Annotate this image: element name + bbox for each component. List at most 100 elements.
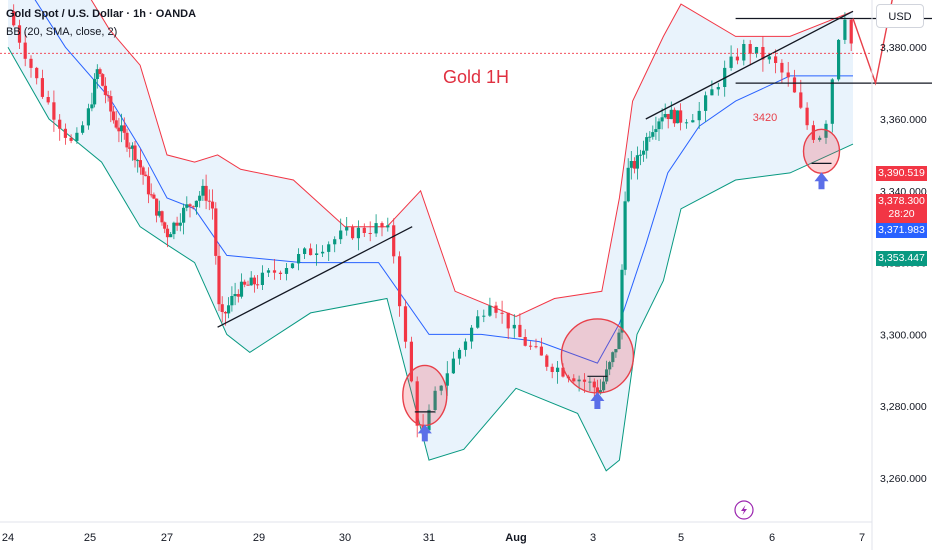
candle-body — [207, 200, 211, 202]
bb-basis-line — [34, 0, 853, 364]
up-arrow-icon — [814, 172, 829, 190]
candle-body — [470, 327, 474, 342]
bb-lower-price-badge: 3,353.447 — [876, 251, 927, 266]
candle-body — [86, 108, 90, 126]
price-tick-label: 3,300.000 — [880, 329, 927, 341]
candle-body — [98, 69, 102, 74]
currency-button[interactable]: USD — [876, 4, 924, 28]
candle-body — [144, 174, 148, 177]
candle-body — [182, 207, 186, 223]
candle-body — [657, 121, 661, 130]
candle-body — [29, 58, 33, 68]
candle-body — [386, 225, 390, 228]
candle-body — [220, 304, 224, 312]
candle-body — [742, 44, 746, 61]
candle-body — [272, 270, 277, 273]
candle-body — [210, 201, 215, 209]
candle-body — [811, 125, 815, 140]
candle-body — [632, 161, 636, 169]
highlight-circle — [802, 128, 841, 175]
candle-body — [512, 324, 516, 329]
candle-body — [598, 390, 603, 394]
candle-body — [761, 47, 765, 60]
candle-body — [654, 129, 658, 132]
candle-body — [327, 244, 331, 252]
bb-upper-line — [90, 0, 854, 318]
candle-body — [754, 47, 759, 54]
candle-body — [403, 306, 408, 342]
time-tick-label: 5 — [678, 532, 684, 544]
candle-body — [427, 409, 431, 431]
candle-body — [716, 87, 720, 90]
candle-body — [223, 312, 227, 314]
candle-body — [392, 225, 396, 257]
candle-body — [152, 194, 156, 199]
candle-body — [46, 97, 50, 103]
candle-body — [345, 227, 349, 231]
candle-body — [620, 269, 624, 333]
candle-body — [529, 345, 533, 347]
candle-body — [114, 120, 118, 128]
chart-title: Gold 1H — [443, 67, 509, 87]
candle-body — [260, 272, 264, 285]
forecast-path-red — [852, 0, 893, 86]
trendline — [217, 226, 413, 328]
symbol-title[interactable]: Gold Spot / U.S. Dollar · 1h · OANDA — [6, 8, 197, 20]
candle-body — [645, 137, 649, 151]
candle-body — [614, 349, 618, 353]
current-price-badge: 3,378.300 28:20 — [876, 194, 927, 224]
candle-body — [339, 230, 343, 240]
current-price-value: 3,378.300 — [878, 195, 925, 207]
candle-body — [303, 248, 307, 254]
candle-body — [204, 185, 208, 201]
candle-body — [780, 62, 784, 73]
candle-body — [774, 56, 778, 63]
candle-body — [230, 296, 234, 306]
candle-body — [138, 160, 142, 168]
candle-body — [160, 211, 164, 223]
candlestick-series — [12, 4, 853, 438]
price-tick-label: 3,360.000 — [880, 114, 927, 126]
candle-body — [12, 11, 16, 26]
candle-body — [93, 79, 97, 105]
candle-body — [165, 228, 170, 238]
candle-body — [704, 95, 708, 111]
bollinger-band-lines — [7, 0, 854, 472]
candle-body — [362, 227, 366, 233]
time-tick-label: 6 — [769, 532, 775, 544]
candle-body — [666, 114, 670, 119]
candle-body — [697, 110, 701, 121]
candle-body — [69, 137, 73, 141]
candle-body — [675, 110, 680, 124]
candle-body — [35, 67, 39, 79]
candle-body — [691, 120, 695, 123]
candle-body — [178, 222, 182, 226]
candle-body — [90, 104, 94, 109]
indicator-legend[interactable]: BB (20, SMA, close, 2) — [6, 26, 118, 38]
candle-body — [266, 270, 271, 273]
bb-basis-price-badge: 3,371.983 — [876, 223, 927, 238]
candle-body — [623, 201, 627, 270]
candle-body — [81, 125, 85, 133]
candle-body — [101, 74, 105, 86]
candle-body — [117, 127, 121, 132]
candle-body — [626, 167, 630, 202]
candle-body — [122, 125, 126, 133]
candle-body — [506, 312, 510, 329]
candle-body — [463, 341, 468, 350]
candle-body — [660, 117, 664, 122]
candle-body — [278, 272, 283, 274]
time-tick-label: 31 — [423, 532, 435, 544]
time-tick-label: 24 — [2, 532, 14, 544]
time-tick-label: 25 — [84, 532, 96, 544]
candle-body — [729, 56, 733, 68]
candle-body — [128, 147, 132, 149]
alert-icon[interactable] — [734, 500, 754, 520]
candle-body — [518, 324, 522, 337]
candle-body — [125, 132, 129, 148]
candle-body — [488, 305, 492, 316]
candle-body — [767, 56, 771, 60]
candle-body — [642, 150, 646, 155]
candle-body — [63, 128, 67, 138]
